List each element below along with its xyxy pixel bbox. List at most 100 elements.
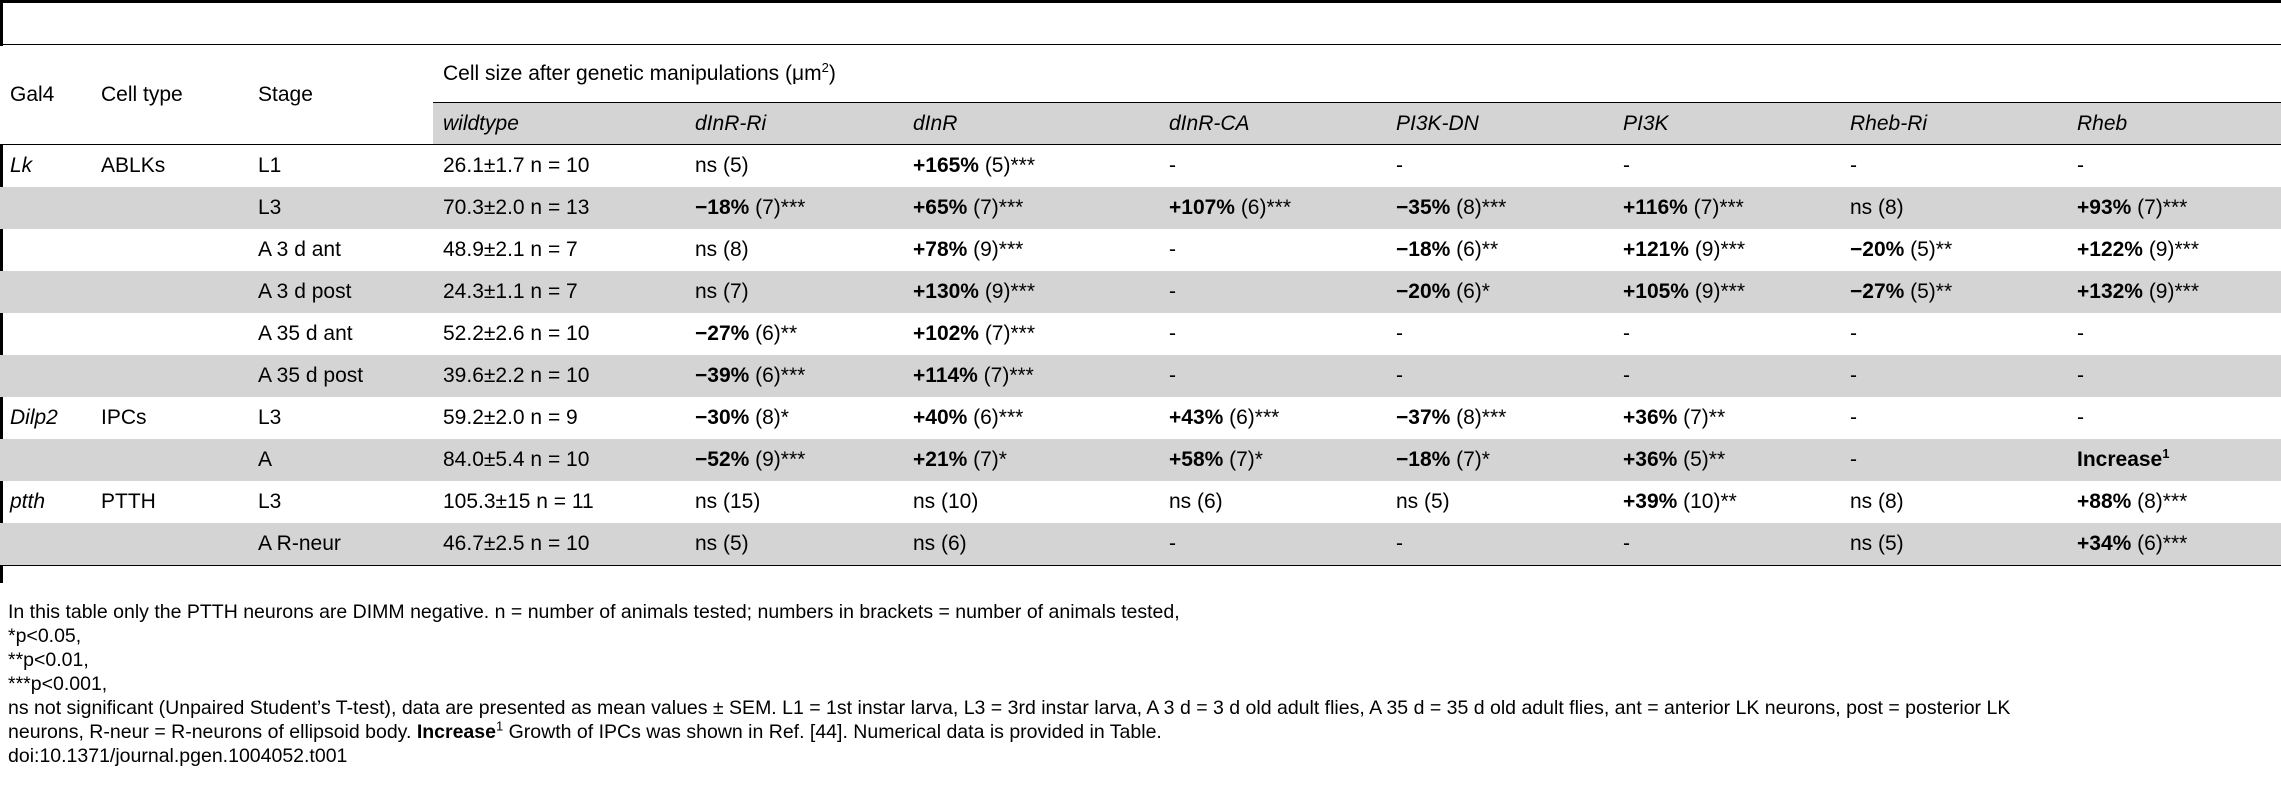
cell-cell-type: PTTH — [101, 490, 156, 513]
cell-percent: +121% — [1623, 238, 1689, 261]
cell-detail: (6)** — [749, 322, 798, 345]
cell-detail: (9)*** — [1688, 238, 1746, 261]
cell-value: - — [1159, 145, 1386, 188]
cell-value: ns (10) — [903, 481, 1159, 523]
cell-value: +43% (6)*** — [1159, 397, 1386, 439]
cell-value: - — [1840, 313, 2067, 355]
cell-percent: +130% — [913, 280, 979, 303]
cell-detail: (9)*** — [2142, 280, 2200, 303]
cell-detail: (7)** — [1677, 406, 1726, 429]
cell-value: +40% (6)*** — [903, 397, 1159, 439]
cell-detail: - — [1850, 364, 1857, 387]
cell-detail: - — [1396, 322, 1403, 345]
cell-percent: +43% — [1169, 406, 1224, 429]
cell-value: - — [1159, 313, 1386, 355]
table-row: A 3 d post 24.3±1.1 n = 7 ns (7) +130% (9)*… — [0, 271, 2281, 313]
col-header-dinr-ca: dInR-CA — [1159, 102, 1386, 145]
cell-percent: +78% — [913, 238, 968, 261]
cell-detail: - — [2077, 406, 2084, 429]
footnote-increase: Increase — [416, 721, 496, 743]
cell-detail: ns (10) — [913, 490, 979, 513]
cell-detail: - — [1623, 322, 1630, 345]
cell-value: −39% (6)*** — [685, 355, 903, 397]
cell-stage: L1 — [258, 154, 282, 177]
cell-value: - — [1386, 523, 1613, 566]
cell-value: −27% (5)** — [1840, 271, 2067, 313]
cell-value: +121% (9)*** — [1613, 229, 1840, 271]
cell-percent: +39% — [1623, 490, 1678, 513]
cell-value: +65% (7)*** — [903, 187, 1159, 229]
cell-value: +36% (7)** — [1613, 397, 1840, 439]
col-header-dinr-ri: dInR-Ri — [685, 102, 903, 145]
cell-gal4 — [0, 229, 91, 271]
table-row: A 84.0±5.4 n = 10 −52% (9)*** +21% (7)* +58%… — [0, 439, 2281, 481]
cell-detail: ns (8) — [695, 238, 749, 261]
group-unit: μm — [792, 62, 822, 85]
cell-percent: +36% — [1623, 406, 1678, 429]
cell-value: +122% (9)*** — [2067, 229, 2281, 271]
cell-value: −18% (6)** — [1386, 229, 1613, 271]
cell-percent: −27% — [1850, 280, 1905, 303]
cell-detail: (7)* — [1450, 448, 1490, 471]
table-row: A 35 d post 39.6±2.2 n = 10 −39% (6)*** +11… — [0, 355, 2281, 397]
cell-value: - — [1840, 145, 2067, 188]
cell-wildtype: 46.7±2.5 n = 10 — [433, 523, 685, 566]
header-row-2: wildtype dInR-Ri dInR dInR-CA PI3K-DN PI… — [0, 102, 2281, 145]
cell-value: - — [1159, 229, 1386, 271]
cell-detail: ns (5) — [1396, 490, 1450, 513]
table-row: A R-neur 46.7±2.5 n = 10 ns (5) ns (6) - - - ns… — [0, 523, 2281, 566]
cell-detail: - — [1169, 532, 1176, 555]
cell-detail: - — [1169, 322, 1176, 345]
cell-cell-type — [91, 439, 248, 481]
header-gal4: Gal4 — [0, 46, 91, 145]
cell-value: - — [1613, 523, 1840, 566]
group-title: Cell size after genetic manipulations ( — [443, 62, 793, 85]
cell-stage: L3 — [258, 490, 282, 513]
cell-detail: (7)*** — [977, 364, 1034, 387]
cell-value: - — [1840, 397, 2067, 439]
cell-percent: Increase — [2077, 448, 2163, 471]
cell-percent: +21% — [913, 448, 968, 471]
cell-stage: A 35 d post — [248, 355, 433, 397]
cell-detail: (8)*** — [1450, 196, 1507, 219]
cell-value: −20% (6)* — [1386, 271, 1613, 313]
cell-detail: - — [1623, 364, 1630, 387]
table-footnotes: In this table only the PTTH neurons are … — [8, 600, 2278, 768]
cell-value: −35% (8)*** — [1386, 187, 1613, 229]
cell-detail: - — [1396, 532, 1403, 555]
cell-stage: A R-neur — [248, 523, 433, 566]
table-row: A 3 d ant 48.9±2.1 n = 7 ns (8) +78% (9)***… — [0, 229, 2281, 271]
table-row: Lk ABLKs L1 26.1±1.7 n = 10 ns (5) +165% (5)*… — [0, 145, 2281, 188]
cell-percent: −37% — [1396, 406, 1451, 429]
cell-wildtype: 48.9±2.1 n = 7 — [443, 238, 578, 261]
cell-value: ns (15) — [685, 481, 903, 523]
cell-detail: (7)*** — [749, 196, 806, 219]
cell-value: - — [2067, 397, 2281, 439]
cell-cell-type: IPCs — [101, 406, 147, 429]
cell-wildtype: 24.3±1.1 n = 7 — [433, 271, 685, 313]
cell-gal4 — [0, 355, 91, 397]
cell-detail: (8)*** — [1450, 406, 1507, 429]
cell-stage: A 3 d post — [248, 271, 433, 313]
cell-wildtype: 39.6±2.2 n = 10 — [433, 355, 685, 397]
cell-percent: +132% — [2077, 280, 2143, 303]
cell-percent: +93% — [2077, 196, 2132, 219]
cell-value: ns (6) — [1159, 481, 1386, 523]
cell-value: +78% (9)*** — [903, 229, 1159, 271]
cell-detail: - — [1169, 280, 1176, 303]
footnote-sup: 1 — [495, 718, 504, 734]
cell-wildtype: 26.1±1.7 n = 10 — [443, 154, 590, 177]
footnote-line: neurons, R-neur = R-neurons of ellipsoid… — [8, 720, 2278, 744]
cell-gal4: Dilp2 — [10, 406, 58, 429]
cell-percent: +102% — [913, 322, 979, 345]
cell-value: - — [1613, 313, 1840, 355]
cell-value: Increase1 — [2067, 439, 2281, 481]
header-row-1: Gal4 Cell type Stage Cell size after gen… — [0, 46, 2281, 145]
cell-value: +88% (8)*** — [2067, 481, 2281, 523]
cell-value: - — [1159, 355, 1386, 397]
cell-stage: A 35 d ant — [258, 322, 353, 345]
footnote-line: *p<0.05, — [8, 625, 82, 647]
cell-detail: (7)*** — [967, 196, 1024, 219]
cell-detail: (5)** — [1904, 238, 1953, 261]
cell-percent: −18% — [695, 196, 750, 219]
